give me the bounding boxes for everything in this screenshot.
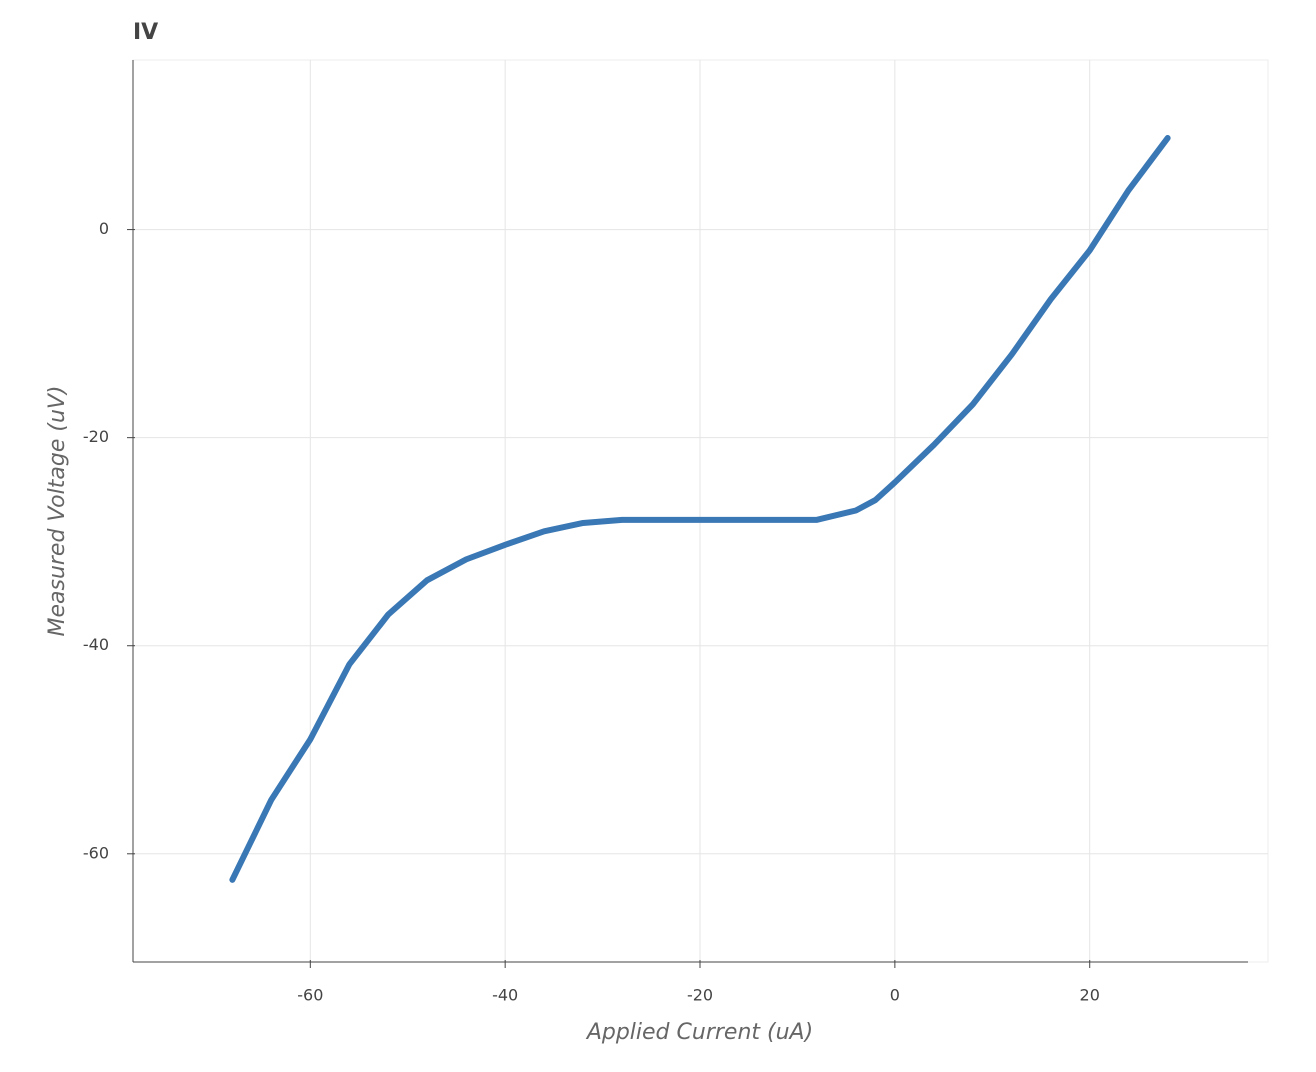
x-tick-label: 20 <box>1080 986 1100 1005</box>
y-tick-label: -40 <box>83 635 109 654</box>
y-tick-label: -60 <box>83 843 109 862</box>
x-tick-label: 0 <box>890 986 900 1005</box>
x-axis-label: Applied Current (uA) <box>585 1020 813 1045</box>
x-tick-label: -20 <box>687 986 713 1005</box>
y-tick-label: 0 <box>99 219 109 238</box>
y-tick-label: -20 <box>83 427 109 446</box>
x-tick-label: -60 <box>297 986 323 1005</box>
data-line <box>229 135 1171 883</box>
y-axis-label: Measured Voltage (uV) <box>45 385 70 636</box>
chart-title: IV <box>133 20 158 45</box>
x-tick-label: -40 <box>492 986 518 1005</box>
